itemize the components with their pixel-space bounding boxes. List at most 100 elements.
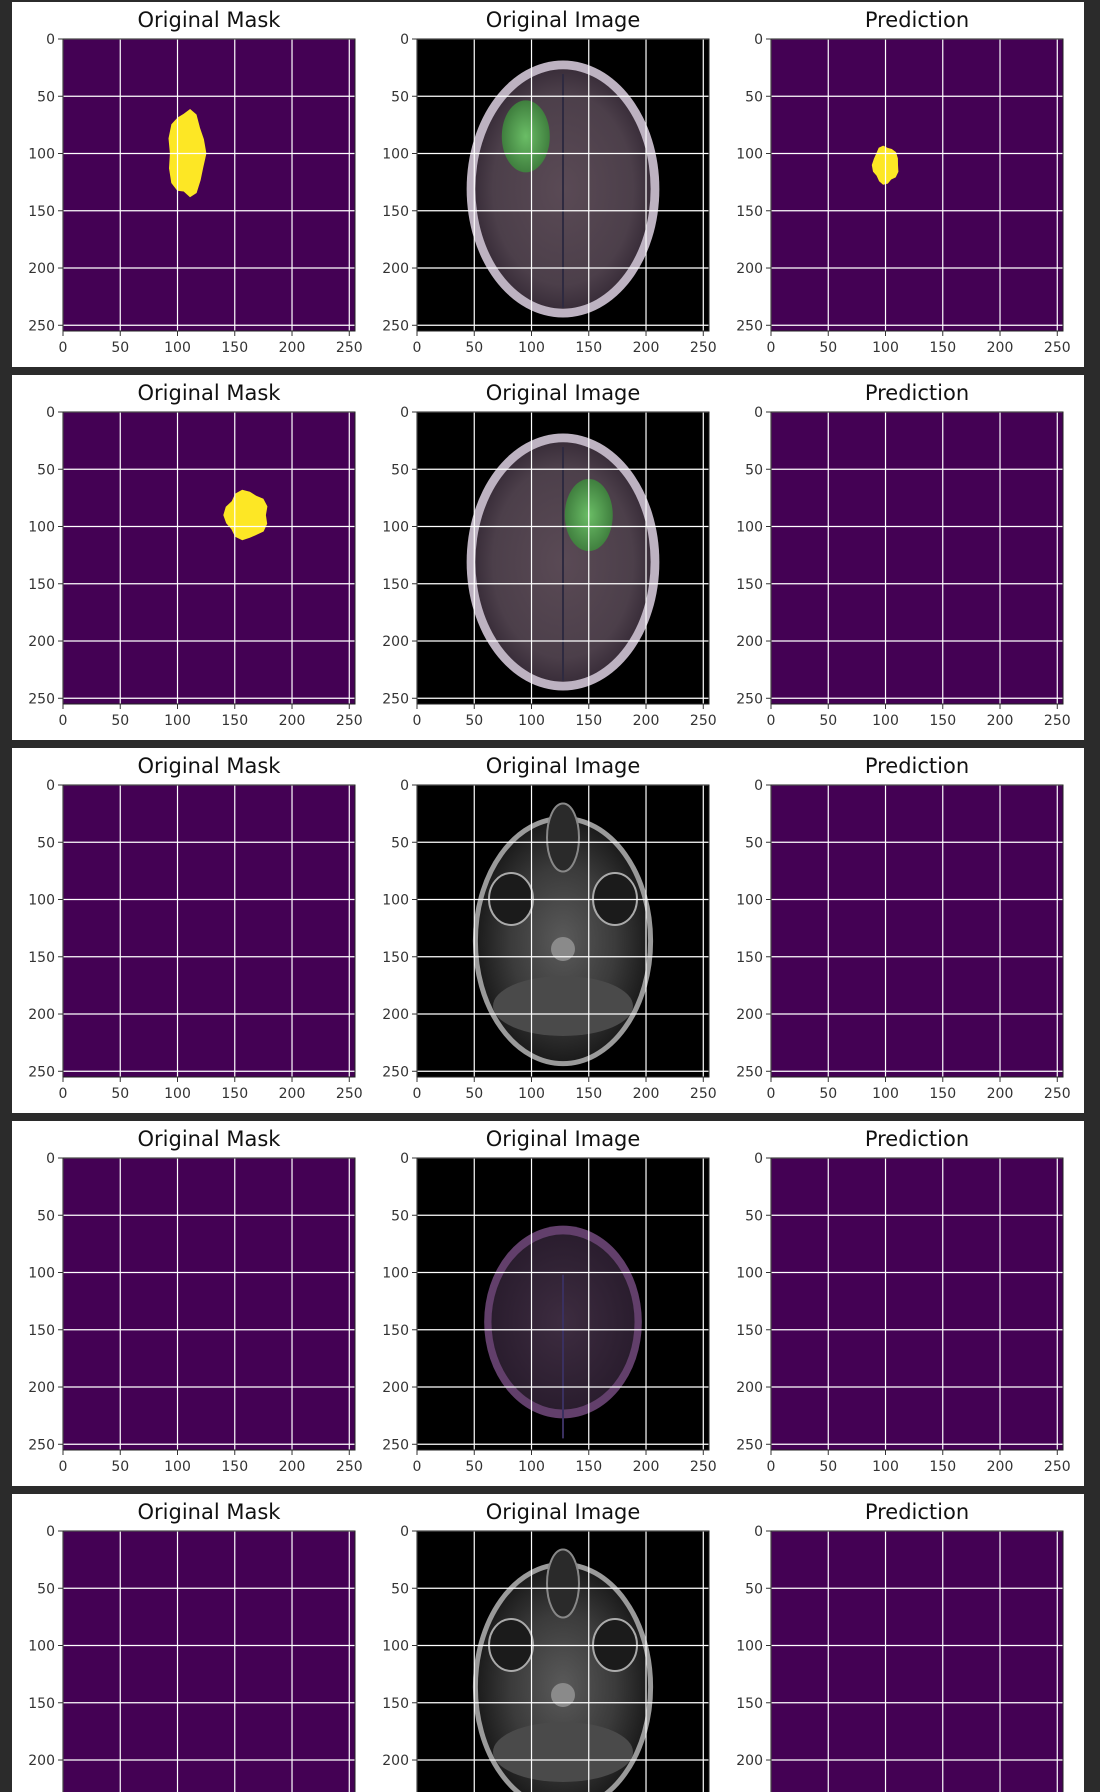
row-2-mask-grid bbox=[63, 412, 355, 704]
row-3-prediction-xtick-label: 0 bbox=[767, 1086, 776, 1102]
row-1-image-ytick-label: 200 bbox=[382, 261, 409, 277]
row-2-image-ytick-label: 0 bbox=[400, 405, 409, 421]
row-3-prediction-frame bbox=[770, 784, 1064, 1078]
row-2-mask-xtick-label: 100 bbox=[164, 713, 191, 729]
row-4-prediction-xtick-label: 150 bbox=[929, 1459, 956, 1475]
row-1-mask-ytick-label: 250 bbox=[28, 318, 55, 334]
row-3-mask-background bbox=[63, 785, 355, 1077]
row-3-mask-xtick-label: 250 bbox=[336, 1086, 363, 1102]
row-1-prediction-xtick-label: 100 bbox=[872, 340, 899, 356]
row-2-image-xtick-label: 250 bbox=[690, 713, 717, 729]
row-3-mask-xtick-label: 0 bbox=[59, 1086, 68, 1102]
row-3-image-xtick-label: 50 bbox=[465, 1086, 483, 1102]
row-1-prediction-grid bbox=[771, 39, 1063, 331]
row-1-mask-xtick-label: 200 bbox=[279, 340, 306, 356]
row-4-image-xtick-label: 0 bbox=[413, 1459, 422, 1475]
row-3-mask-xtick-label: 100 bbox=[164, 1086, 191, 1102]
row-4-mask-ytick-label: 150 bbox=[28, 1323, 55, 1339]
row-4-prediction-grid bbox=[771, 1158, 1063, 1450]
row-2-prediction-title: Prediction bbox=[865, 381, 969, 405]
row-2-mask-xtick-label: 0 bbox=[59, 713, 68, 729]
row-3-prediction-xtick-label: 250 bbox=[1044, 1086, 1071, 1102]
row-4-image-image-area bbox=[417, 1158, 709, 1450]
row-3-image-image-area bbox=[417, 785, 709, 1077]
row-1-image-frame bbox=[416, 38, 710, 332]
row-5-image-ytick-label: 150 bbox=[382, 1696, 409, 1712]
row-4-image-grid bbox=[417, 1158, 709, 1450]
row-5-image-ytick-label: 200 bbox=[382, 1753, 409, 1769]
row-5-image-ytick-label: 0 bbox=[400, 1524, 409, 1540]
row-5-mask-ytick-label: 150 bbox=[28, 1696, 55, 1712]
row-3-image-ytick-label: 50 bbox=[391, 835, 409, 851]
row-3-image-ytick-label: 0 bbox=[400, 778, 409, 794]
row-4-mask-ytick-label: 250 bbox=[28, 1437, 55, 1453]
row-4-mask-xtick-label: 150 bbox=[221, 1459, 248, 1475]
figure-row-5: Original Mask050100150200250050100150200… bbox=[12, 1494, 1084, 1792]
row-1-mask-ytick-label: 0 bbox=[46, 32, 55, 48]
row-1-mask-ytick-label: 200 bbox=[28, 261, 55, 277]
row-3-image-ytick-label: 150 bbox=[382, 950, 409, 966]
row-3-mask-ytick-label: 50 bbox=[37, 835, 55, 851]
row-1-prediction-xtick-label: 200 bbox=[987, 340, 1014, 356]
row-5-mask-title: Original Mask bbox=[138, 1500, 282, 1524]
row-2-prediction-ytick-label: 150 bbox=[736, 577, 763, 593]
row-2-image-image-area bbox=[417, 412, 709, 704]
row-2-image-grid bbox=[417, 412, 709, 704]
row-1-mask-title: Original Mask bbox=[138, 8, 282, 32]
row-1-image-title: Original Image bbox=[486, 8, 641, 32]
row-1-mask-xtick-label: 100 bbox=[164, 340, 191, 356]
row-3-prediction-title: Prediction bbox=[865, 754, 969, 778]
row-4-mask-xtick-label: 100 bbox=[164, 1459, 191, 1475]
row-4-prediction-frame bbox=[770, 1157, 1064, 1451]
row-1-prediction-ytick-label: 250 bbox=[736, 318, 763, 334]
row-1-prediction-ytick-label: 50 bbox=[745, 89, 763, 105]
row-4-prediction-xtick-label: 250 bbox=[1044, 1459, 1071, 1475]
row-3-image-xtick-label: 250 bbox=[690, 1086, 717, 1102]
row-2-image-xtick-label: 100 bbox=[518, 713, 545, 729]
row-2-image-ytick-label: 150 bbox=[382, 577, 409, 593]
row-3-mask-image-area bbox=[63, 785, 355, 1077]
row-5-prediction-grid bbox=[771, 1531, 1063, 1792]
row-2-mask-ytick-label: 0 bbox=[46, 405, 55, 421]
row-4-image-ytick-label: 100 bbox=[382, 1266, 409, 1282]
row-1-image-xtick-label: 200 bbox=[633, 340, 660, 356]
row-4-mask-xtick-label: 200 bbox=[279, 1459, 306, 1475]
row-1-prediction-title: Prediction bbox=[865, 8, 969, 32]
row-4-image-xtick-label: 200 bbox=[633, 1459, 660, 1475]
row-5-prediction-ytick-label: 0 bbox=[754, 1524, 763, 1540]
row-1-mask-ytick-label: 150 bbox=[28, 204, 55, 220]
row-5-mask-ytick-label: 0 bbox=[46, 1524, 55, 1540]
row-1-prediction-ytick-label: 100 bbox=[736, 147, 763, 163]
row-3-image-xtick-label: 0 bbox=[413, 1086, 422, 1102]
row-1-image-xtick-label: 50 bbox=[465, 340, 483, 356]
row-5-image-frame bbox=[416, 1530, 710, 1792]
row-5-mask-ytick-label: 100 bbox=[28, 1639, 55, 1655]
row-1-mask-xtick-label: 50 bbox=[111, 340, 129, 356]
row-1-image-ytick-label: 50 bbox=[391, 89, 409, 105]
row-4-prediction-ytick-label: 50 bbox=[745, 1208, 763, 1224]
row-3-prediction-ytick-label: 100 bbox=[736, 893, 763, 909]
row-3-image-xtick-label: 100 bbox=[518, 1086, 545, 1102]
row-5-mask-grid bbox=[63, 1531, 355, 1792]
row-5-prediction-background bbox=[771, 1531, 1063, 1792]
row-2-mask-ytick-label: 250 bbox=[28, 691, 55, 707]
row-4-mask-xtick-label: 250 bbox=[336, 1459, 363, 1475]
row-4-mask-grid bbox=[63, 1158, 355, 1450]
row-5-prediction-ytick-label: 50 bbox=[745, 1581, 763, 1597]
row-2-image-title: Original Image bbox=[486, 381, 641, 405]
row-2-image-frame bbox=[416, 411, 710, 705]
row-4-prediction-image-area bbox=[771, 1158, 1063, 1450]
row-4-prediction-background bbox=[771, 1158, 1063, 1450]
row-3-prediction-image-area bbox=[771, 785, 1063, 1077]
row-1-image-xtick-label: 250 bbox=[690, 340, 717, 356]
